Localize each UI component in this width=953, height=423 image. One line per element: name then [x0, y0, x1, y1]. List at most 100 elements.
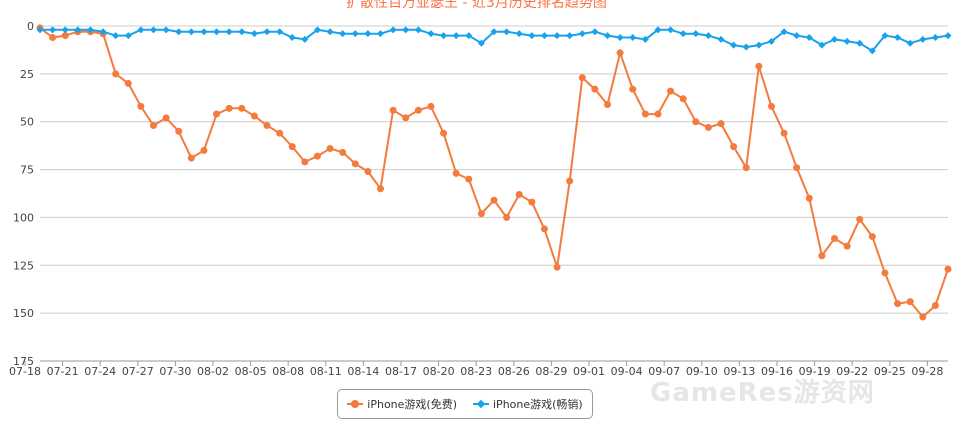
data-point — [36, 26, 44, 34]
chart-title: 扩散性百万亚瑟王 - 近3月历史排名趋势图 — [346, 0, 607, 11]
data-point — [881, 269, 889, 277]
data-point — [654, 26, 662, 34]
series-layer — [36, 24, 952, 321]
data-point — [931, 301, 939, 309]
data-point — [742, 43, 750, 51]
data-point — [263, 122, 271, 130]
data-point — [856, 39, 864, 47]
data-point — [515, 190, 523, 198]
data-point — [477, 210, 485, 218]
data-point — [818, 41, 826, 49]
y-tick-label: 125 — [13, 259, 34, 272]
x-tick-label: 08-11 — [310, 365, 342, 378]
x-tick-label: 09-22 — [836, 365, 868, 378]
x-tick-label: 09-04 — [611, 365, 643, 378]
data-point — [339, 30, 347, 38]
x-tick-label: 08-20 — [423, 365, 455, 378]
data-point — [717, 35, 725, 43]
data-point — [528, 198, 536, 206]
data-point — [717, 120, 725, 128]
legend-swatch-grossing — [473, 399, 489, 409]
data-point — [931, 33, 939, 41]
data-point — [389, 106, 397, 114]
data-point — [503, 213, 511, 221]
data-point — [250, 112, 258, 120]
data-point — [276, 28, 284, 36]
y-tick-label: 50 — [20, 116, 34, 129]
legend-item-grossing[interactable]: iPhone游戏(畅销) — [473, 396, 583, 412]
data-point — [515, 30, 523, 38]
y-tick-label: 150 — [13, 307, 34, 320]
data-point — [175, 28, 183, 36]
data-point — [175, 127, 183, 135]
data-point — [629, 33, 637, 41]
data-point — [49, 26, 57, 34]
data-point — [112, 32, 120, 40]
data-point — [919, 313, 927, 321]
data-point — [503, 28, 511, 36]
x-tick-label: 09-16 — [761, 365, 793, 378]
y-tick-label: 0 — [27, 20, 34, 33]
data-point — [894, 33, 902, 41]
data-point — [679, 95, 687, 103]
data-point — [162, 26, 170, 34]
data-point — [326, 145, 334, 153]
data-point — [61, 32, 69, 40]
legend-item-free[interactable]: iPhone游戏(免费) — [347, 396, 457, 412]
legend: iPhone游戏(免费) iPhone游戏(畅销) — [337, 389, 593, 419]
data-point — [427, 30, 435, 38]
x-tick-label: 07-21 — [47, 365, 79, 378]
data-point — [540, 32, 548, 40]
data-point — [692, 30, 700, 38]
data-point — [654, 110, 662, 118]
data-point — [553, 32, 561, 40]
x-tick-label: 07-27 — [122, 365, 154, 378]
data-point — [414, 26, 422, 34]
data-point — [427, 102, 435, 110]
data-point — [187, 154, 195, 162]
data-point — [578, 30, 586, 38]
data-point — [591, 85, 599, 93]
y-axis-ticks: 0 25 50 75 100 125 150 175 — [13, 20, 34, 368]
data-point — [616, 33, 624, 41]
data-point — [150, 26, 157, 34]
data-point — [301, 158, 309, 166]
data-point — [805, 33, 813, 41]
data-point — [288, 33, 296, 41]
data-point — [452, 169, 460, 177]
data-point — [868, 47, 876, 55]
data-point — [818, 252, 826, 260]
data-point — [477, 39, 485, 47]
data-point — [313, 152, 321, 160]
data-point — [326, 28, 334, 36]
x-tick-label: 09-10 — [686, 365, 718, 378]
data-point — [99, 28, 107, 36]
x-tick-label: 09-28 — [911, 365, 943, 378]
data-point — [238, 28, 246, 36]
data-point — [629, 85, 637, 93]
data-point — [86, 26, 94, 34]
data-point — [868, 233, 876, 241]
data-point — [440, 129, 448, 137]
data-point — [755, 41, 763, 49]
data-point — [906, 298, 914, 306]
data-point — [124, 79, 132, 87]
data-point — [667, 87, 675, 95]
data-point — [919, 35, 927, 43]
data-point — [288, 143, 296, 151]
data-point — [528, 32, 536, 40]
x-tick-label: 08-08 — [272, 365, 304, 378]
data-point — [414, 106, 422, 114]
data-point — [389, 26, 397, 34]
x-tick-label: 08-26 — [498, 365, 530, 378]
data-point — [805, 194, 813, 202]
data-point — [944, 32, 952, 40]
data-point — [831, 234, 838, 242]
data-point — [704, 32, 712, 40]
data-point — [213, 28, 221, 36]
data-point — [137, 102, 145, 110]
data-point — [440, 32, 448, 40]
x-tick-label: 08-05 — [235, 365, 267, 378]
data-point — [402, 26, 410, 34]
data-point — [137, 26, 145, 34]
